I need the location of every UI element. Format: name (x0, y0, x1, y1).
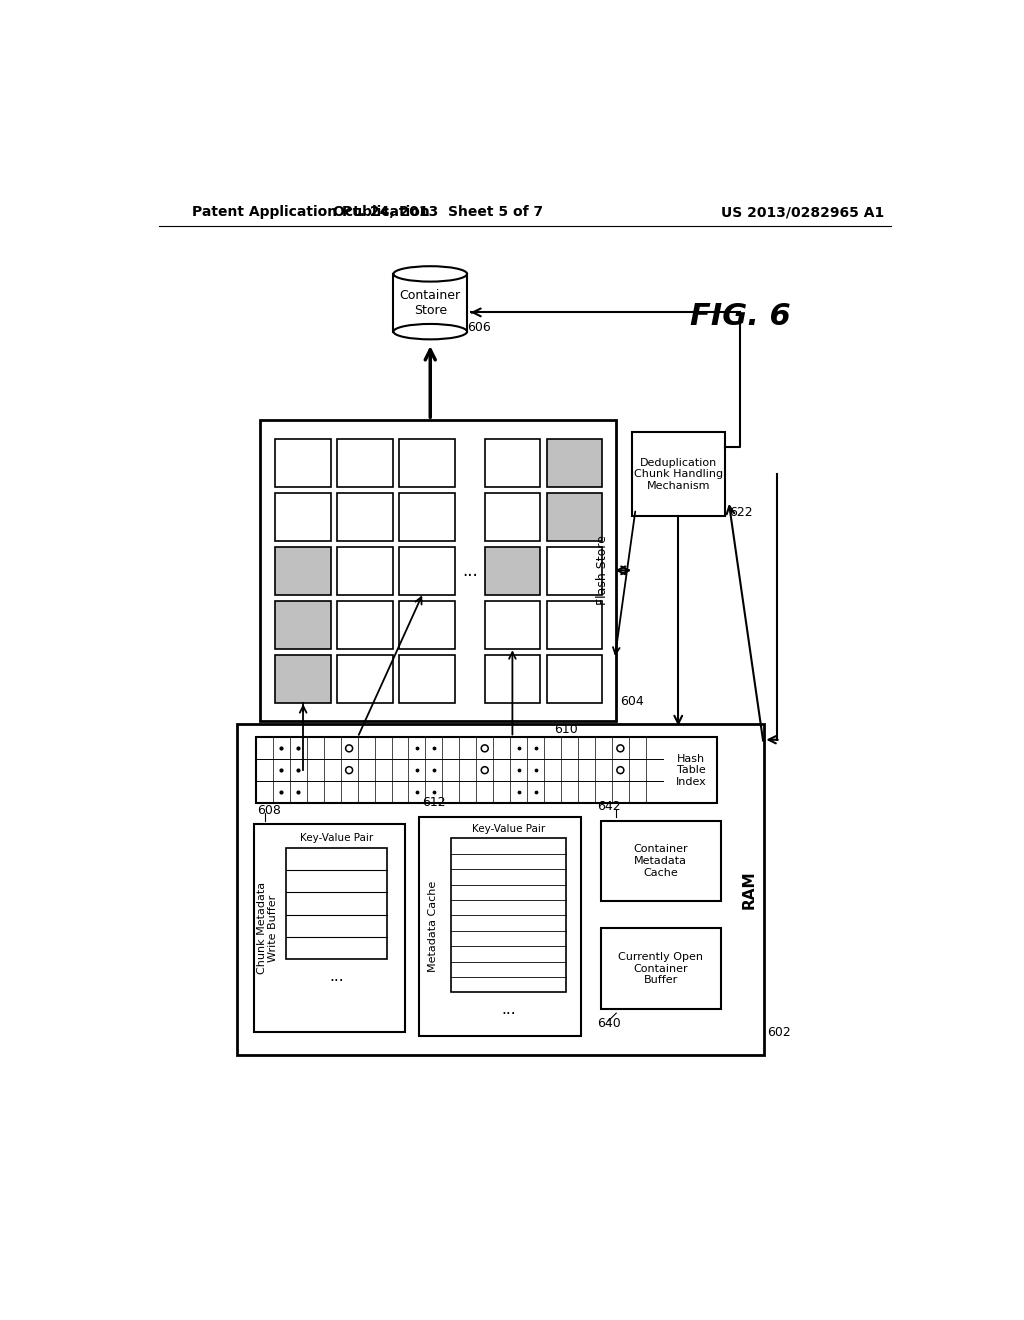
Ellipse shape (393, 323, 467, 339)
Text: Deduplication
Chunk Handling
Mechanism: Deduplication Chunk Handling Mechanism (634, 458, 723, 491)
Text: 610: 610 (554, 723, 578, 737)
Bar (452, 838, 566, 993)
Bar (337, 548, 393, 595)
Text: RAM: RAM (742, 871, 757, 909)
Text: Container
Metadata
Cache: Container Metadata Cache (634, 845, 688, 878)
Text: ...: ... (463, 562, 478, 579)
Bar (393, 275, 467, 331)
Text: Flash Store: Flash Store (596, 536, 609, 606)
Bar (399, 548, 455, 595)
Bar (547, 494, 602, 541)
Text: Key-Value Pair: Key-Value Pair (472, 824, 545, 834)
Bar (337, 440, 393, 487)
Text: 622: 622 (729, 506, 753, 519)
Text: 608: 608 (257, 804, 282, 817)
Bar (547, 655, 602, 702)
Bar (337, 655, 393, 702)
Bar (399, 440, 455, 487)
Bar (275, 440, 331, 487)
Bar (275, 601, 331, 649)
Text: FIG. 6: FIG. 6 (690, 302, 791, 331)
Bar (237, 725, 764, 1056)
Bar (632, 432, 725, 516)
Bar (601, 928, 721, 1010)
Bar (399, 655, 455, 702)
Text: Currently Open
Container
Buffer: Currently Open Container Buffer (618, 952, 703, 986)
Ellipse shape (393, 267, 467, 281)
Text: 606: 606 (467, 321, 492, 334)
Text: Key-Value Pair: Key-Value Pair (300, 833, 373, 843)
Bar (547, 548, 602, 595)
Text: 612: 612 (423, 796, 446, 809)
Text: Chunk Metadata
Write Buffer: Chunk Metadata Write Buffer (257, 882, 279, 974)
Bar (254, 825, 404, 1032)
Bar (275, 548, 331, 595)
Bar (484, 655, 541, 702)
Bar (275, 494, 331, 541)
Bar (601, 821, 721, 902)
Text: US 2013/0282965 A1: US 2013/0282965 A1 (721, 206, 884, 219)
Text: ...: ... (501, 1002, 516, 1016)
Bar (484, 440, 541, 487)
Bar (399, 494, 455, 541)
Text: 640: 640 (597, 1016, 621, 1030)
Bar (337, 494, 393, 541)
Bar (547, 440, 602, 487)
Text: 604: 604 (621, 694, 644, 708)
Bar (260, 420, 616, 721)
Bar (275, 655, 331, 702)
Bar (547, 601, 602, 649)
Text: Container
Store: Container Store (399, 289, 461, 317)
Text: 602: 602 (767, 1026, 792, 1039)
Bar (484, 548, 541, 595)
Bar (484, 601, 541, 649)
Bar (419, 817, 582, 1036)
Bar (399, 601, 455, 649)
Bar (337, 601, 393, 649)
Text: Hash
Table
Index: Hash Table Index (676, 754, 707, 787)
Text: Patent Application Publication: Patent Application Publication (191, 206, 429, 219)
Bar (484, 494, 541, 541)
Text: Oct. 24, 2013  Sheet 5 of 7: Oct. 24, 2013 Sheet 5 of 7 (333, 206, 543, 219)
Bar (256, 738, 717, 803)
Text: ...: ... (329, 969, 344, 983)
Bar (286, 847, 387, 960)
Text: 642: 642 (597, 800, 621, 813)
Text: Metadata Cache: Metadata Cache (428, 880, 437, 972)
